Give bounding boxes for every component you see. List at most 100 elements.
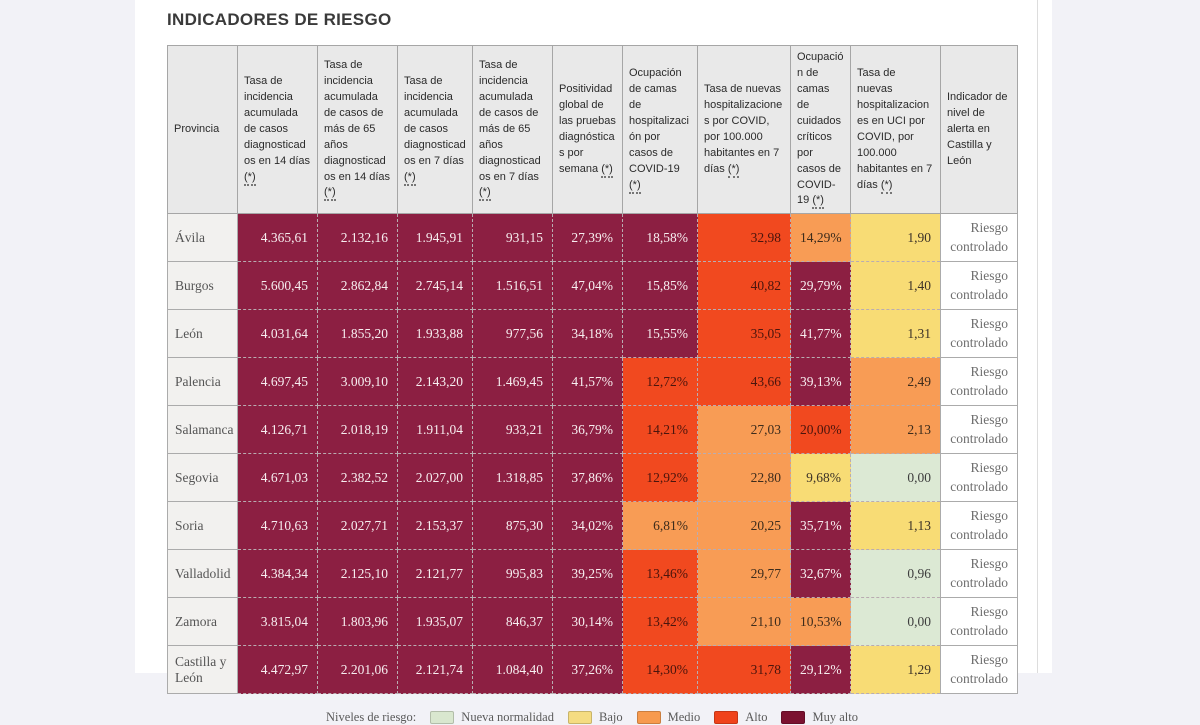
indicator-value-cell: 1,31 [850, 309, 941, 359]
footnote-marker[interactable]: (*) [812, 194, 824, 210]
column-header-label: Tasa de incidencia acumulada de casos de… [324, 58, 391, 183]
alert-level-cell: Riesgo controlado [940, 549, 1018, 599]
indicator-value-cell: 2.018,19 [317, 405, 398, 455]
table-row: Soria 4.710,63 2.027,71 2.153,37 875,30 34,02… [167, 501, 1018, 551]
alert-level-cell: Riesgo controlado [940, 357, 1018, 407]
indicator-value-cell: 1.516,51 [472, 261, 553, 311]
column-header-label: Tasa de incidencia acumulada de casos di… [404, 74, 466, 167]
table-row: Burgos 5.600,45 2.862,84 2.745,14 1.516,51 47… [167, 261, 1018, 311]
footnote-marker[interactable]: (*) [727, 162, 740, 178]
indicator-value-cell: 977,56 [472, 309, 553, 359]
indicator-value-cell: 995,83 [472, 549, 553, 599]
indicator-value-cell: 1.911,04 [397, 405, 473, 455]
indicator-value-cell: 2.125,10 [317, 549, 398, 599]
indicator-value-cell: 30,14% [552, 597, 623, 647]
legend-swatch-icon [781, 711, 806, 725]
province-cell: Burgos [167, 261, 238, 311]
indicator-value-cell: 6,81% [622, 501, 698, 551]
table-row: Valladolid 4.384,34 2.125,10 2.121,77 995,83… [167, 549, 1018, 599]
indicator-value-cell: 47,04% [552, 261, 623, 311]
indicator-value-cell: 29,12% [790, 645, 851, 695]
indicator-value-cell: 2.745,14 [397, 261, 473, 311]
column-header-label: Positividad global de las pruebas diagnó… [559, 82, 616, 175]
legend-item-label: Medio [667, 710, 701, 725]
column-header-label: Indicador de nivel de alerta en Castilla… [947, 90, 1008, 167]
indicator-value-cell: 2,13 [850, 405, 941, 455]
indicator-value-cell: 13,46% [622, 549, 698, 599]
indicator-value-cell: 2.121,77 [397, 549, 473, 599]
indicator-value-cell: 27,39% [552, 213, 623, 263]
footnote-marker[interactable]: (*) [244, 170, 256, 186]
indicator-value-cell: 2.143,20 [397, 357, 473, 407]
footnote-marker[interactable]: (*) [601, 162, 613, 178]
indicator-value-cell: 1.945,91 [397, 213, 473, 263]
indicator-value-cell: 2,49 [850, 357, 941, 407]
footnote-marker[interactable]: (*) [324, 186, 336, 202]
indicator-value-cell: 29,77 [697, 549, 791, 599]
indicator-value-cell: 0,00 [850, 453, 941, 503]
column-header-label: Tasa de incidencia acumulada de casos di… [244, 74, 311, 167]
legend-swatch-icon [714, 711, 739, 725]
footnote-marker[interactable]: (*) [479, 186, 491, 202]
column-header-8: Tasa de nuevas hospitalizaciones por COV… [697, 44, 791, 215]
indicator-value-cell: 4.126,71 [237, 405, 318, 455]
indicator-value-cell: 41,77% [790, 309, 851, 359]
indicator-value-cell: 27,03 [697, 405, 791, 455]
indicator-value-cell: 14,21% [622, 405, 698, 455]
legend-item-label: Muy alto [812, 710, 858, 725]
alert-level-cell: Riesgo controlado [940, 405, 1018, 455]
indicator-value-cell: 1.318,85 [472, 453, 553, 503]
indicator-value-cell: 5.600,45 [237, 261, 318, 311]
indicator-value-cell: 1.855,20 [317, 309, 398, 359]
indicator-value-cell: 4.671,03 [237, 453, 318, 503]
indicator-value-cell: 0,96 [850, 549, 941, 599]
table-row: Zamora 3.815,04 1.803,96 1.935,07 846,37 30,1… [167, 597, 1018, 647]
indicator-value-cell: 1.933,88 [397, 309, 473, 359]
indicator-value-cell: 4.365,61 [237, 213, 318, 263]
indicator-value-cell: 20,25 [697, 501, 791, 551]
column-header-label: Ocupación de camas de cuidados críticos … [797, 51, 844, 207]
indicator-value-cell: 10,53% [790, 597, 851, 647]
indicator-value-cell: 18,58% [622, 213, 698, 263]
indicator-value-cell: 15,85% [622, 261, 698, 311]
indicator-value-cell: 14,29% [790, 213, 851, 263]
province-cell: Castilla y León [167, 645, 238, 695]
indicator-value-cell: 1.469,45 [472, 357, 553, 407]
indicator-value-cell: 3.009,10 [317, 357, 398, 407]
footnote-marker[interactable]: (*) [629, 178, 641, 194]
table-row: Castilla y León 4.472,97 2.201,06 2.121,74 1… [167, 645, 1018, 695]
indicator-value-cell: 12,92% [622, 453, 698, 503]
legend-swatch-icon [636, 711, 661, 725]
table-row: Segovia 4.671,03 2.382,52 2.027,00 1.318,85 3… [167, 453, 1018, 503]
indicator-value-cell: 32,67% [790, 549, 851, 599]
indicator-value-cell: 2.382,52 [317, 453, 398, 503]
province-cell: Ávila [167, 213, 238, 263]
indicator-value-cell: 12,72% [622, 357, 698, 407]
indicator-value-cell: 3.815,04 [237, 597, 318, 647]
risk-indicators-table: Provincia Tasa de incidencia acumulada de… [167, 44, 1018, 695]
indicator-value-cell: 2.121,74 [397, 645, 473, 695]
column-header-9: Ocupación de camas de cuidados críticos … [790, 44, 851, 215]
indicator-value-cell: 39,25% [552, 549, 623, 599]
indicator-value-cell: 29,79% [790, 261, 851, 311]
footnote-marker[interactable]: (*) [880, 178, 893, 194]
legend-item: Nueva normalidad [430, 710, 554, 725]
indicator-value-cell: 4.384,34 [237, 549, 318, 599]
legend-swatch-icon [430, 711, 455, 725]
table-row: Palencia 4.697,45 3.009,10 2.143,20 1.469,45… [167, 357, 1018, 407]
indicator-value-cell: 2.027,71 [317, 501, 398, 551]
column-header-label: Tasa de nuevas hospitalizaciones por COV… [704, 82, 783, 175]
indicator-value-cell: 9,68% [790, 453, 851, 503]
indicator-value-cell: 2.201,06 [317, 645, 398, 695]
table-row: Ávila 4.365,61 2.132,16 1.945,91 931,15 27,39… [167, 213, 1018, 263]
indicator-value-cell: 1,90 [850, 213, 941, 263]
legend-item-label: Bajo [598, 710, 623, 725]
alert-level-cell: Riesgo controlado [940, 213, 1018, 263]
indicator-value-cell: 846,37 [472, 597, 553, 647]
indicator-value-cell: 41,57% [552, 357, 623, 407]
footnote-marker[interactable]: (*) [404, 170, 416, 186]
indicator-value-cell: 34,02% [552, 501, 623, 551]
indicator-value-cell: 40,82 [697, 261, 791, 311]
column-header-label: Ocupación de camas de hospitalización po… [629, 66, 689, 175]
risk-levels-legend: Niveles de riesgo: Nueva normalidad Bajo M… [167, 710, 1017, 725]
